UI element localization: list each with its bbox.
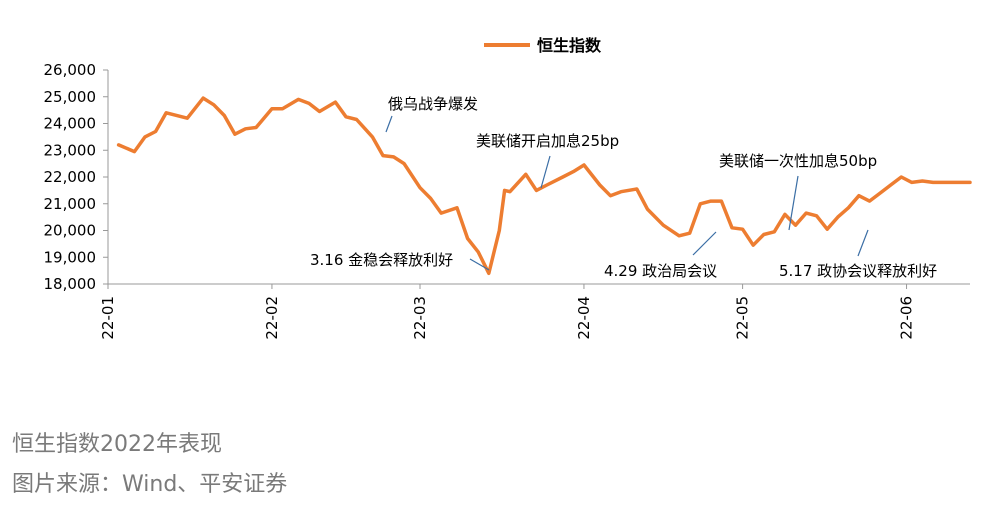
x-tick-label: 22-02 [263, 296, 281, 340]
y-tick-label: 24,000 [44, 115, 97, 133]
series-line-hsi [116, 96, 972, 276]
annotation-label: 5.17 政协会议释放利好 [779, 262, 937, 280]
annotation-leader [788, 175, 799, 231]
y-tick-label: 19,000 [44, 248, 97, 266]
line-chart: 18,000 19,000 20,000 21,000 22,000 23,000 24,0… [44, 36, 972, 340]
annotation-leader [385, 115, 393, 133]
figure-source: 图片来源：Wind、平安证券 [12, 472, 288, 497]
x-tick-label: 22-01 [99, 296, 117, 340]
annotation-label: 美联储一次性加息50bp [719, 152, 877, 170]
y-tick-label: 21,000 [44, 195, 97, 213]
x-tick-label: 22-06 [898, 296, 916, 340]
figure-caption: 恒生指数2022年表现 [12, 432, 222, 457]
annotation-label: 4.29 政治局会议 [604, 262, 717, 280]
annotation-leader [469, 258, 490, 271]
annotation-label: 美联储开启加息25bp [476, 132, 619, 150]
annotation-label: 俄乌战争爆发 [388, 95, 478, 113]
y-tick-label: 25,000 [44, 88, 97, 106]
y-tick-label: 22,000 [44, 168, 97, 186]
y-tick-label: 26,000 [44, 61, 97, 79]
y-tick-label: 23,000 [44, 141, 97, 159]
y-tick-label: 18,000 [44, 275, 97, 293]
annotation-label: 3.16 金稳会释放利好 [310, 251, 453, 269]
x-tick-label: 22-04 [575, 296, 593, 340]
annotation-leader [540, 155, 551, 189]
x-tick-label: 22-05 [734, 296, 752, 340]
y-tick-label: 20,000 [44, 222, 97, 240]
annotation-leader [857, 229, 869, 257]
annotation-leader [692, 231, 717, 256]
legend-label: 恒生指数 [537, 36, 602, 55]
x-tick-label: 22-03 [411, 296, 429, 340]
